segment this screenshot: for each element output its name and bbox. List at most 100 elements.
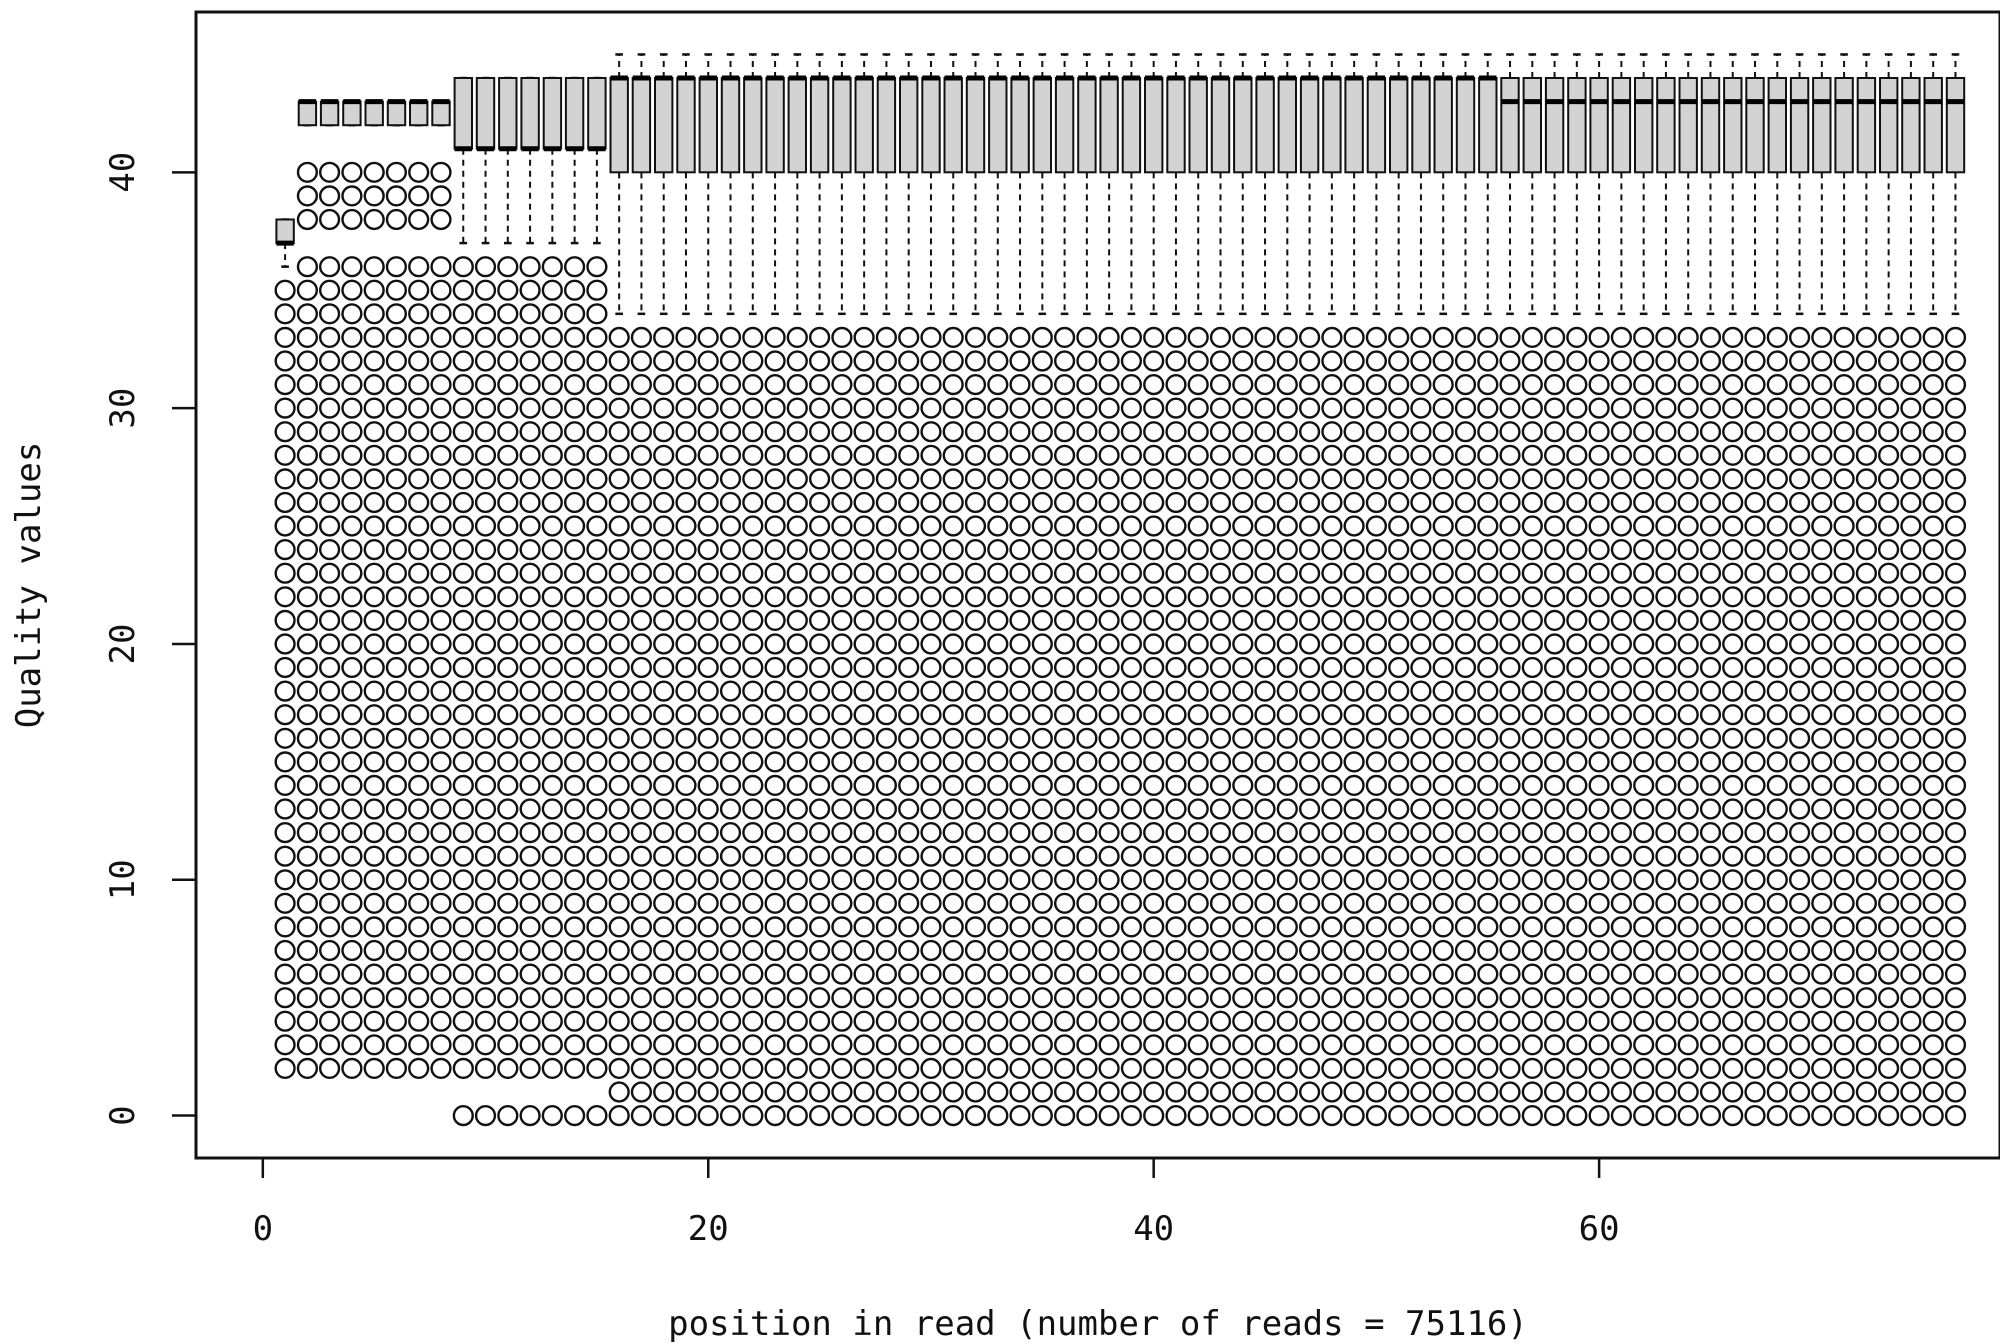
outlier-point	[1165, 397, 1187, 419]
outlier-point	[563, 303, 586, 325]
boxes-layer	[274, 53, 1967, 1127]
outlier-point	[1833, 468, 1855, 490]
outlier-point	[920, 609, 942, 631]
outlier-point	[1922, 633, 1944, 655]
outlier-point	[1187, 1057, 1209, 1079]
outlier-point	[319, 562, 341, 584]
outlier-point	[1143, 421, 1165, 443]
outlier-point	[1187, 491, 1209, 514]
outlier-point	[319, 256, 341, 278]
outlier-point	[875, 421, 897, 443]
outlier-point	[1811, 421, 1833, 443]
outlier-point	[1232, 821, 1254, 844]
outlier-point	[608, 397, 630, 419]
outlier-point	[898, 1034, 920, 1056]
outlier-point	[1766, 491, 1788, 514]
outlier-point	[1766, 444, 1788, 466]
outlier-point	[1254, 374, 1276, 396]
outlier-point	[1254, 680, 1276, 702]
outlier-point	[1076, 916, 1098, 938]
outlier-point	[1811, 397, 1833, 419]
outlier-point	[586, 845, 608, 867]
outlier-point	[1811, 350, 1833, 372]
outlier-point	[474, 727, 497, 749]
outlier-point	[808, 326, 831, 348]
outlier-point	[808, 916, 831, 938]
outlier-point	[987, 586, 1009, 608]
outlier-point	[452, 869, 474, 891]
outlier-point	[1120, 774, 1142, 796]
outlier-point	[1811, 845, 1833, 867]
outlier-point	[1432, 798, 1454, 820]
outlier-point	[1766, 562, 1788, 584]
outlier-point	[875, 869, 897, 891]
outlier-point	[1610, 821, 1632, 844]
outlier-point	[385, 468, 407, 490]
outlier-point	[341, 727, 363, 749]
outlier-point	[1699, 421, 1722, 443]
outlier-point	[1365, 326, 1387, 348]
outlier-point	[1254, 892, 1276, 914]
outlier-point	[1855, 704, 1877, 726]
outlier-point	[675, 350, 697, 372]
outlier-point	[408, 444, 430, 466]
outlier-point	[497, 350, 519, 372]
outlier-point	[1610, 538, 1632, 561]
outlier-point	[296, 609, 318, 631]
outlier-point	[497, 633, 519, 655]
outlier-point	[385, 303, 407, 325]
outlier-point	[942, 444, 964, 466]
outlier-point	[1276, 421, 1298, 443]
outlier-point	[1165, 892, 1187, 914]
outlier-point	[1388, 1057, 1410, 1079]
outlier-point	[1722, 374, 1744, 396]
outlier-point	[319, 963, 341, 985]
outlier-point	[898, 538, 920, 561]
outlier-point	[1722, 350, 1744, 372]
outlier-point	[1432, 680, 1454, 702]
outlier-point	[808, 374, 831, 396]
outlier-point	[920, 1104, 942, 1127]
outlier-point	[296, 1010, 318, 1032]
outlier-point	[1566, 1081, 1588, 1103]
outlier-point	[519, 538, 541, 561]
outlier-point	[1877, 491, 1900, 514]
outlier-point	[1098, 374, 1120, 396]
outlier-point	[363, 562, 385, 584]
box-iqr	[965, 77, 986, 174]
outlier-point	[1388, 1034, 1410, 1056]
outlier-point	[898, 963, 920, 985]
outlier-point	[942, 798, 964, 820]
outlier-point	[408, 704, 430, 726]
outlier-point	[1343, 538, 1365, 561]
outlier-point	[1900, 562, 1922, 584]
outlier-point	[1543, 538, 1566, 561]
outlier-point	[898, 468, 920, 490]
outlier-point	[1410, 939, 1432, 962]
outlier-point	[1744, 869, 1766, 891]
outlier-point	[608, 538, 630, 561]
outlier-point	[942, 374, 964, 396]
outlier-point	[764, 1034, 786, 1056]
outlier-point	[1276, 586, 1298, 608]
outlier-point	[452, 586, 474, 608]
outlier-point	[1031, 845, 1053, 867]
outlier-point	[519, 892, 541, 914]
outlier-point	[1365, 1057, 1387, 1079]
outlier-point	[1633, 444, 1655, 466]
outlier-point	[452, 1034, 474, 1056]
outlier-point	[1833, 444, 1855, 466]
outlier-point	[831, 916, 853, 938]
outlier-point	[920, 751, 942, 773]
outlier-point	[1477, 515, 1499, 537]
outlier-point	[942, 939, 964, 962]
outlier-point	[519, 491, 541, 514]
box-iqr	[319, 100, 340, 127]
outlier-point	[341, 869, 363, 891]
outlier-point	[452, 421, 474, 443]
outlier-point	[296, 538, 318, 561]
outlier-point	[1833, 1034, 1855, 1056]
outlier-point	[920, 892, 942, 914]
outlier-point	[1877, 869, 1900, 891]
outlier-point	[430, 609, 452, 631]
